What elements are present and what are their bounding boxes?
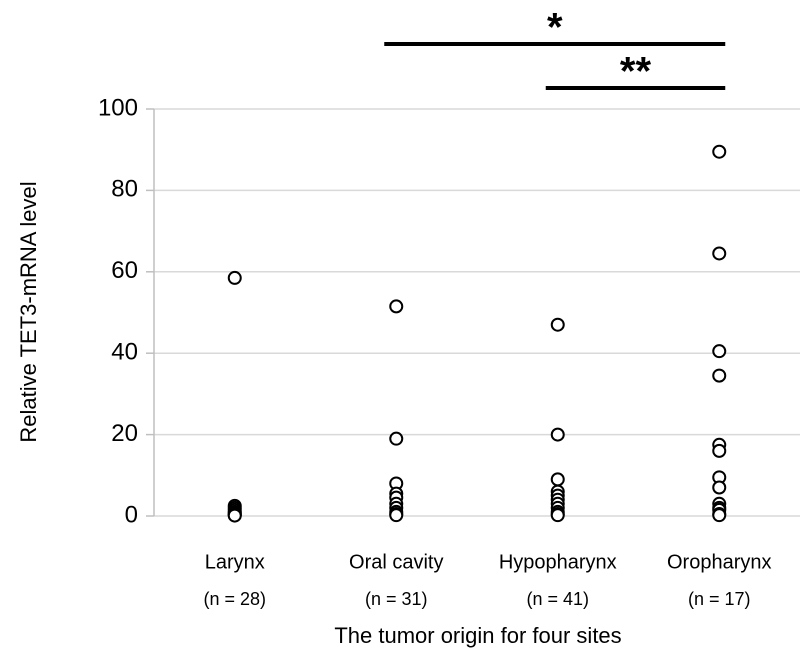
x-tick-note: (n = 28) [203,589,266,609]
y-tick-label: 0 [125,501,138,528]
significance-label: ** [620,50,652,94]
x-axis-title: The tumor origin for four sites [334,623,621,648]
data-point [712,480,727,495]
y-tick-label: 100 [98,94,138,121]
data-point [389,299,404,314]
data-point [712,144,727,159]
x-tick-label: Oral cavity [349,551,443,573]
y-tick-label: 80 [111,176,138,203]
data-point [712,443,727,458]
data-point [712,344,727,359]
x-tick-note: (n = 31) [365,589,428,609]
significance-label: * [547,6,563,50]
data-point [389,431,404,446]
y-tick-label: 60 [111,257,138,284]
data-point [550,427,565,442]
x-tick-label: Hypopharynx [499,551,617,573]
data-point [550,317,565,332]
y-axis-title: Relative TET3-mRNA level [16,181,41,442]
data-point [550,508,565,523]
data-point [712,246,727,261]
x-tick-note: (n = 17) [688,589,751,609]
data-point [712,508,727,523]
data-point [227,508,242,523]
x-tick-note: (n = 41) [526,589,589,609]
data-point [389,508,404,523]
x-tick-label: Larynx [205,551,265,573]
data-point [550,472,565,487]
data-point [712,368,727,383]
data-point [227,270,242,285]
x-tick-label: Oropharynx [667,551,772,573]
y-tick-label: 40 [111,339,138,366]
y-tick-label: 20 [111,420,138,447]
